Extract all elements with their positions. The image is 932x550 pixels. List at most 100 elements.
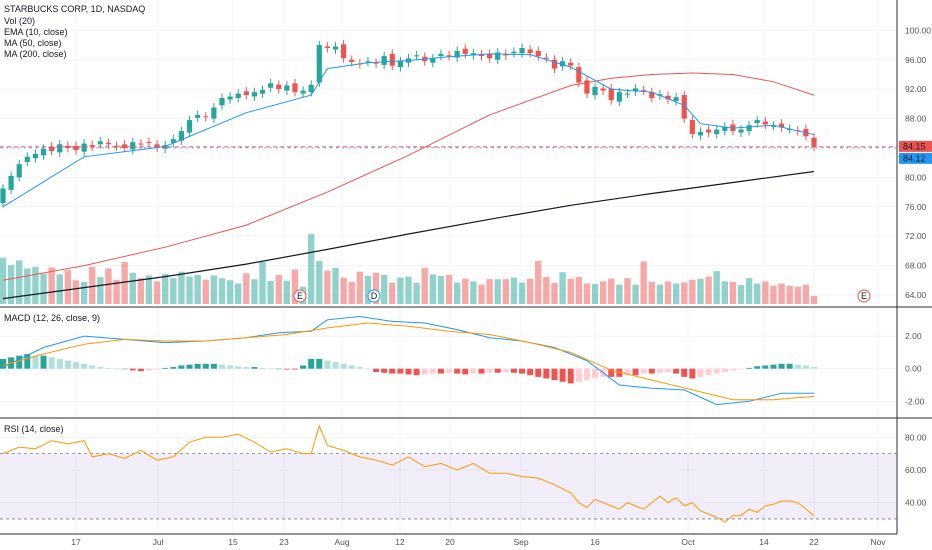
price-candle — [527, 45, 533, 58]
price-candle — [122, 139, 128, 153]
macd-histogram-bar — [89, 365, 96, 369]
volume-bar — [0, 257, 7, 304]
candle-body — [113, 145, 120, 147]
candle-body — [535, 50, 541, 57]
last-price-badge: 84.15 — [899, 140, 932, 152]
price-candle — [341, 39, 347, 63]
price-candle — [649, 87, 655, 103]
price-candle — [300, 86, 306, 98]
volume-bar — [129, 272, 136, 304]
candle-body — [778, 123, 785, 128]
price-candle — [438, 49, 444, 61]
candle-body — [811, 137, 817, 147]
price-candle — [16, 159, 22, 182]
candle-body — [73, 145, 79, 151]
macd-histogram-bar — [592, 368, 599, 379]
macd-histogram-bar — [802, 365, 809, 369]
price-axis[interactable]: 100.00 96.00 92.00 88.00 80.00 76.00 72.00 68.0… — [905, 25, 931, 300]
volume-bar — [259, 262, 266, 304]
macd-histogram-bar — [713, 368, 720, 374]
candle-body — [527, 49, 533, 54]
volume-bar — [113, 279, 120, 304]
candle-body — [308, 84, 314, 93]
macd-histogram-bar — [502, 368, 509, 372]
volume-bar — [624, 278, 631, 304]
macd-histogram-bar — [162, 367, 169, 369]
candle-body — [632, 88, 639, 92]
candle-body — [519, 48, 525, 54]
time-axis[interactable]: 17 Jul 15 23 Aug 12 20 Sep 16 Oct 14 22 Nov — [71, 537, 886, 547]
volume-bar — [210, 275, 218, 304]
candle-body — [624, 93, 631, 95]
price-candle — [57, 139, 63, 157]
candle-body — [341, 44, 347, 59]
macd-histogram-bar — [543, 368, 550, 379]
price-candle — [32, 149, 39, 163]
macd-histogram-bar — [154, 368, 161, 370]
volume-bar — [478, 284, 485, 304]
candle-body — [714, 129, 720, 135]
price-candle — [365, 56, 371, 67]
macd-histogram-bar — [429, 368, 436, 374]
event-marker-earnings-2[interactable]: E — [857, 289, 871, 303]
macd-axis[interactable]: 2.00 0.00 -2.00 — [905, 331, 925, 406]
volume-bar — [445, 274, 453, 304]
price-candle — [324, 42, 330, 53]
price-axis-tick: 92.00 — [905, 84, 927, 94]
candle-body — [454, 50, 460, 58]
rsi-axis[interactable]: 80.00 60.00 40.00 — [905, 432, 927, 507]
rsi-legend: RSI (14, close) — [4, 424, 64, 434]
volume-bar — [80, 281, 88, 304]
candle-body — [235, 93, 241, 98]
macd-histogram-bar — [559, 368, 566, 382]
candle-body — [324, 46, 330, 49]
candle-body — [211, 107, 217, 119]
price-candle — [454, 46, 460, 62]
macd-histogram-bar — [81, 363, 88, 369]
macd-histogram-bar — [348, 365, 355, 369]
macd-histogram-bar — [778, 363, 785, 369]
volume-bar — [283, 280, 291, 304]
rsi-axis-tick: 80.00 — [905, 432, 927, 442]
price-candle — [600, 84, 606, 96]
candle-body — [584, 80, 590, 94]
candle-body — [0, 188, 6, 204]
volume-bar — [145, 275, 153, 304]
price-axis-tick: 68.00 — [905, 261, 927, 271]
macd-histogram-bar — [381, 368, 388, 373]
macd-histogram-bar — [308, 358, 315, 369]
volume-bar — [32, 266, 39, 304]
macd-axis-tick: 0.00 — [905, 364, 922, 374]
time-axis-tick: 23 — [279, 537, 289, 547]
rsi-line-group — [2, 424, 815, 523]
candle-body — [568, 62, 574, 66]
volume-bar — [178, 271, 185, 304]
price-candle — [373, 58, 379, 68]
macd-histogram-bar — [786, 363, 793, 369]
candle-body — [389, 53, 395, 66]
price-candle — [762, 117, 768, 129]
macd-histogram-bar — [300, 365, 307, 369]
price-candle — [170, 134, 176, 148]
event-marker-earnings-1[interactable]: E — [293, 289, 307, 303]
volume-bar — [672, 283, 680, 304]
macd-histogram-bar — [364, 368, 371, 370]
price-candle — [65, 141, 71, 153]
candle-body — [365, 61, 371, 63]
candle-body — [65, 145, 71, 148]
candle-body — [292, 83, 298, 93]
candle-body — [276, 84, 282, 90]
volume-bar — [97, 277, 104, 304]
macd-histogram-bar — [454, 368, 461, 374]
event-marker-dividend[interactable]: D — [367, 289, 381, 303]
volume-bar — [551, 283, 558, 304]
price-candle — [746, 120, 752, 136]
volume-bar — [437, 276, 445, 304]
price-candle — [414, 50, 420, 61]
price-candle — [511, 47, 517, 58]
volume-bar — [364, 276, 372, 304]
candle-body — [414, 55, 420, 57]
price-candle — [446, 50, 452, 61]
time-axis-tick: 20 — [445, 537, 455, 547]
